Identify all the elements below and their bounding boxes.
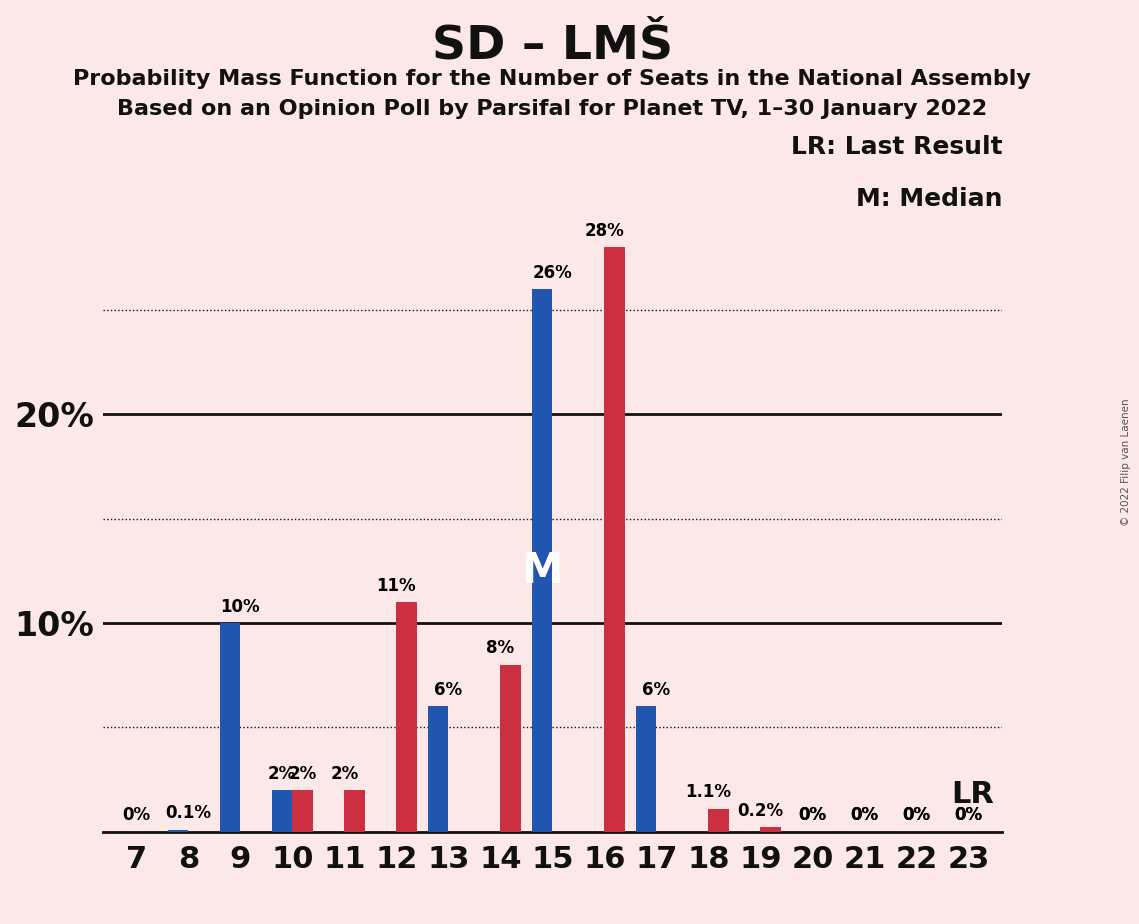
Text: 0.1%: 0.1% xyxy=(165,804,212,822)
Text: 10%: 10% xyxy=(221,598,260,615)
Bar xyxy=(396,602,417,832)
Bar xyxy=(220,623,240,832)
Bar xyxy=(427,707,449,832)
Text: 11%: 11% xyxy=(377,577,416,595)
Bar xyxy=(708,808,729,832)
Text: 26%: 26% xyxy=(533,264,572,282)
Text: 0%: 0% xyxy=(798,807,827,824)
Text: 2%: 2% xyxy=(268,764,296,783)
Text: 8%: 8% xyxy=(486,639,515,657)
Bar xyxy=(167,830,188,832)
Text: 0%: 0% xyxy=(954,807,983,824)
Text: 0%: 0% xyxy=(851,807,878,824)
Text: M: M xyxy=(522,550,563,592)
Bar xyxy=(500,664,522,832)
Bar xyxy=(271,790,293,832)
Text: 2%: 2% xyxy=(330,764,359,783)
Text: 1.1%: 1.1% xyxy=(686,784,731,801)
Bar xyxy=(761,827,781,832)
Text: 0%: 0% xyxy=(851,807,878,824)
Text: 0%: 0% xyxy=(798,807,827,824)
Text: SD – LMŠ: SD – LMŠ xyxy=(432,23,673,68)
Text: 0%: 0% xyxy=(902,807,931,824)
Bar xyxy=(344,790,366,832)
Text: Based on an Opinion Poll by Parsifal for Planet TV, 1–30 January 2022: Based on an Opinion Poll by Parsifal for… xyxy=(117,99,988,119)
Text: © 2022 Filip van Laenen: © 2022 Filip van Laenen xyxy=(1121,398,1131,526)
Text: M: Median: M: Median xyxy=(855,187,1002,211)
Text: 6%: 6% xyxy=(434,681,462,699)
Bar xyxy=(605,248,625,832)
Text: 2%: 2% xyxy=(288,764,317,783)
Bar xyxy=(636,707,656,832)
Text: 0%: 0% xyxy=(954,807,983,824)
Bar xyxy=(293,790,313,832)
Text: 0%: 0% xyxy=(902,807,931,824)
Text: LR: Last Result: LR: Last Result xyxy=(790,135,1002,159)
Text: 28%: 28% xyxy=(584,222,624,240)
Text: 0%: 0% xyxy=(122,807,150,824)
Text: Probability Mass Function for the Number of Seats in the National Assembly: Probability Mass Function for the Number… xyxy=(74,69,1031,90)
Text: 0.2%: 0.2% xyxy=(737,802,784,821)
Bar xyxy=(532,289,552,832)
Text: 6%: 6% xyxy=(642,681,671,699)
Text: LR: LR xyxy=(952,780,994,808)
